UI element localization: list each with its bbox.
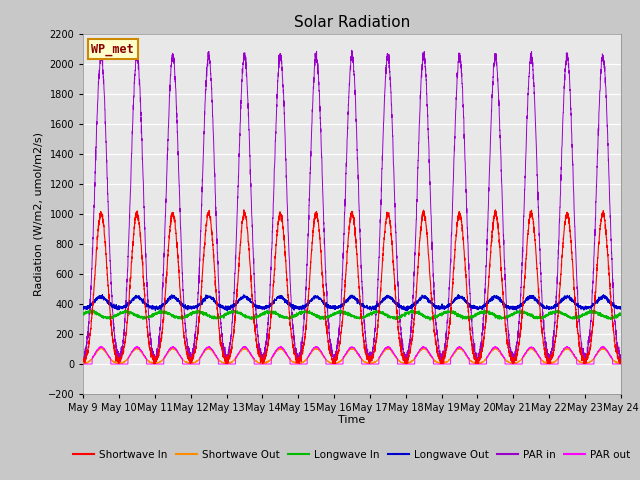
Title: Solar Radiation: Solar Radiation xyxy=(294,15,410,30)
Legend: Shortwave In, Shortwave Out, Longwave In, Longwave Out, PAR in, PAR out: Shortwave In, Shortwave Out, Longwave In… xyxy=(69,445,635,464)
X-axis label: Time: Time xyxy=(339,415,365,425)
Text: WP_met: WP_met xyxy=(92,43,134,56)
Y-axis label: Radiation (W/m2, umol/m2/s): Radiation (W/m2, umol/m2/s) xyxy=(33,132,44,296)
